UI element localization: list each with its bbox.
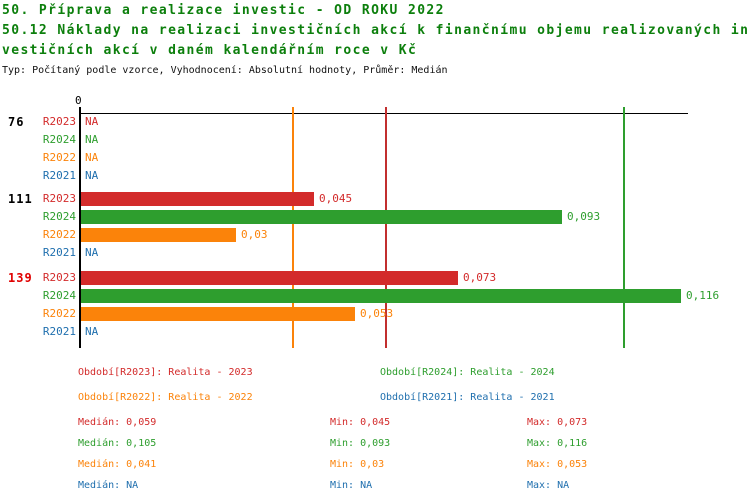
bar-value-label: NA xyxy=(85,151,99,164)
stat-min-r2024: Min: 0,093 xyxy=(330,438,391,449)
group-label-111: 111 xyxy=(8,192,33,206)
stat-min-r2022: Min: 0,03 xyxy=(330,459,385,470)
series-label-r2022: R2022 xyxy=(42,307,76,320)
chart-row: R2022 0,03 xyxy=(0,227,750,243)
stat-max-r2024: Max: 0,116 xyxy=(527,438,588,449)
stat-median-r2023: Medián: 0,059 xyxy=(78,417,157,428)
group-label-76: 76 xyxy=(8,115,25,129)
stat-max-r2023: Max: 0,073 xyxy=(527,417,588,428)
chart-row: R2023 0,073 xyxy=(0,270,750,286)
chart-row: R2024 0,116 xyxy=(0,288,750,304)
series-label-r2023: R2023 xyxy=(42,115,76,128)
legend-item-r2024: Období[R2024]: Realita - 2024 xyxy=(380,367,555,378)
stat-min-r2021: Min: NA xyxy=(330,480,373,491)
bar-value-label: 0,053 xyxy=(360,307,394,320)
stat-median-r2021: Medián: NA xyxy=(78,480,139,491)
bar-value-label: 0,093 xyxy=(567,210,601,223)
series-label-r2022: R2022 xyxy=(42,228,76,241)
median-line-r2022 xyxy=(292,107,294,348)
chart-row: R2022 0,053 xyxy=(0,306,750,322)
bar-r2024 xyxy=(81,210,562,224)
page-title-line1: 50. Příprava a realizace investic - OD R… xyxy=(2,3,445,18)
series-label-r2023: R2023 xyxy=(42,192,76,205)
chart-row: R2024 NA xyxy=(0,132,750,148)
bar-value-label: NA xyxy=(85,169,99,182)
bar-value-label: NA xyxy=(85,115,99,128)
chart-row: R2022 NA xyxy=(0,150,750,166)
bar-value-label: 0,045 xyxy=(319,192,353,205)
chart-meta-line: Typ: Počítaný podle vzorce, Vyhodnocení:… xyxy=(2,65,448,76)
series-label-r2023: R2023 xyxy=(42,271,76,284)
page-title-line2: 50.12 Náklady na realizaci investičních … xyxy=(2,23,750,38)
legend-item-r2022: Období[R2022]: Realita - 2022 xyxy=(78,392,253,403)
median-line-r2024 xyxy=(623,107,625,348)
bar-r2022 xyxy=(81,228,236,242)
series-label-r2021: R2021 xyxy=(42,325,76,338)
bar-value-label: 0,073 xyxy=(463,271,497,284)
series-label-r2024: R2024 xyxy=(42,289,76,302)
chart-row: R2021 NA xyxy=(0,168,750,184)
y-axis-line xyxy=(79,107,81,348)
bar-value-label: 0,03 xyxy=(241,228,268,241)
group-label-139-highlighted: 139 xyxy=(8,271,33,285)
chart-row: R2023 0,045 xyxy=(0,191,750,207)
bar-value-label: NA xyxy=(85,133,99,146)
legend-item-r2021: Období[R2021]: Realita - 2021 xyxy=(380,392,555,403)
stat-min-r2023: Min: 0,045 xyxy=(330,417,391,428)
bar-value-label: NA xyxy=(85,246,99,259)
bar-value-label: NA xyxy=(85,325,99,338)
bar-value-label: 0,116 xyxy=(686,289,720,302)
series-label-r2024: R2024 xyxy=(42,133,76,146)
stat-median-r2024: Medián: 0,105 xyxy=(78,438,157,449)
series-label-r2021: R2021 xyxy=(42,169,76,182)
stat-max-r2022: Max: 0,053 xyxy=(527,459,588,470)
axis-zero-tick-label: 0 xyxy=(75,94,82,107)
page-title-line3: vestičních akcí v daném kalendářním roce… xyxy=(2,43,418,58)
series-label-r2024: R2024 xyxy=(42,210,76,223)
chart-row: R2021 NA xyxy=(0,324,750,340)
chart-row: R2024 0,093 xyxy=(0,209,750,225)
bar-r2022 xyxy=(81,307,355,321)
chart-row: R2023 NA xyxy=(0,114,750,130)
bar-r2024 xyxy=(81,289,681,303)
median-line-r2023 xyxy=(385,107,387,348)
stat-max-r2021: Max: NA xyxy=(527,480,570,491)
series-label-r2021: R2021 xyxy=(42,246,76,259)
stat-median-r2022: Medián: 0,041 xyxy=(78,459,157,470)
series-label-r2022: R2022 xyxy=(42,151,76,164)
bar-r2023 xyxy=(81,271,458,285)
legend-item-r2023: Období[R2023]: Realita - 2023 xyxy=(78,367,253,378)
chart-row: R2021 NA xyxy=(0,245,750,261)
bar-r2023 xyxy=(81,192,314,206)
x-axis-line xyxy=(80,113,688,114)
